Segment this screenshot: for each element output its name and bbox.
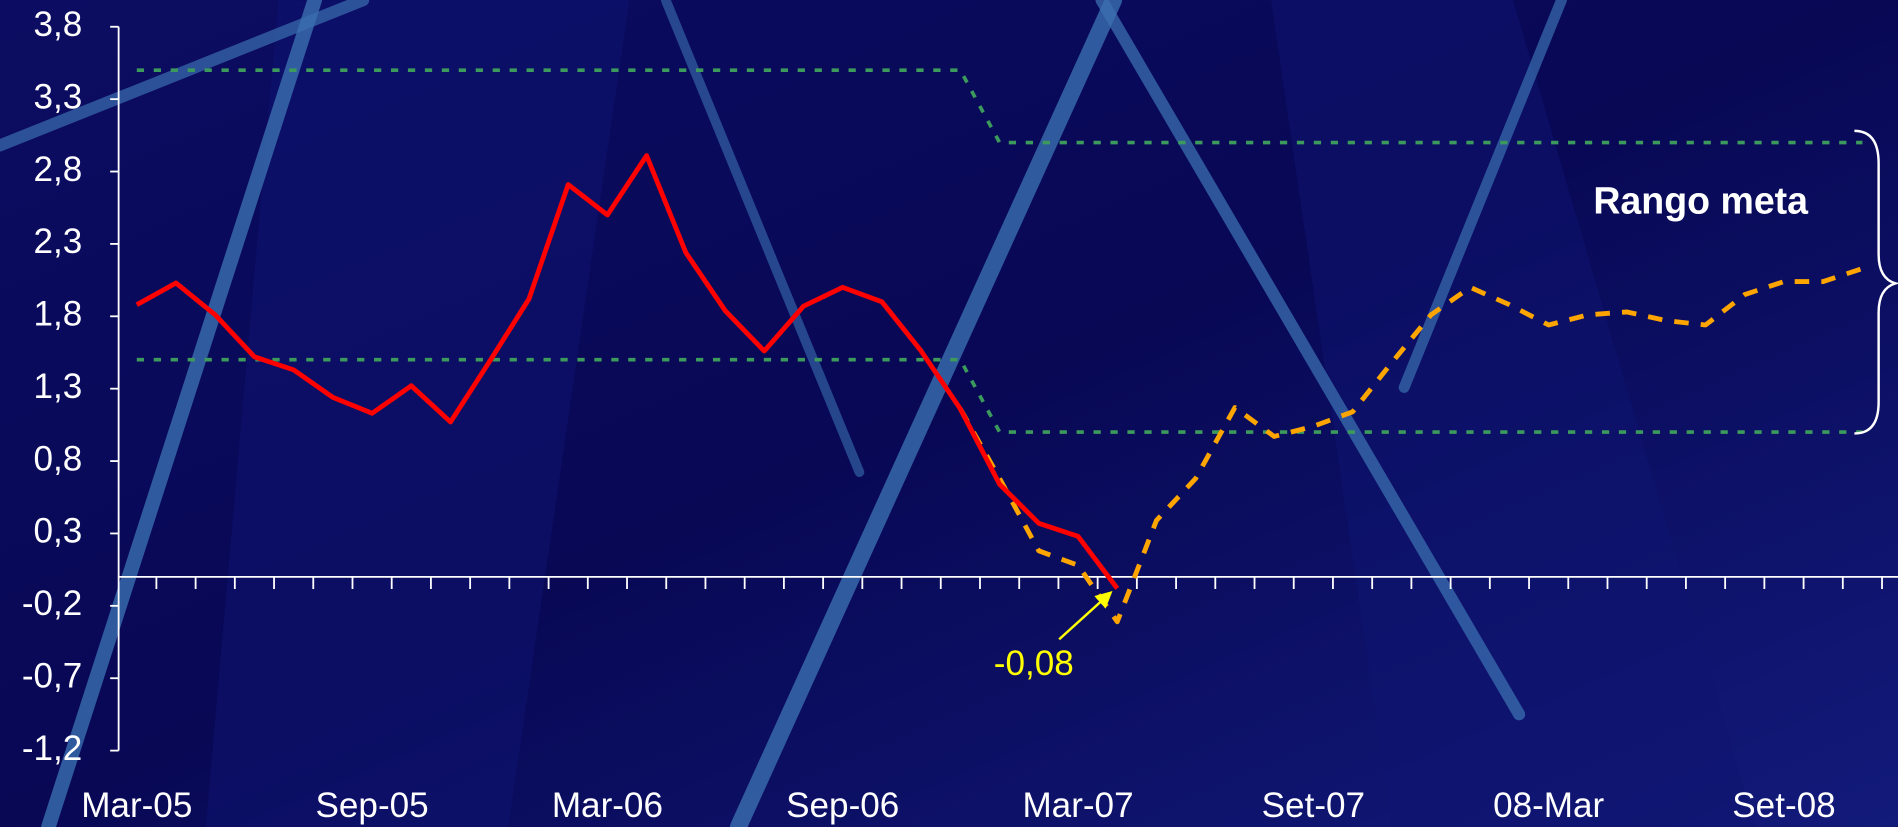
- y-tick-label: -0,7: [22, 656, 82, 695]
- y-tick-label: 3,8: [34, 5, 83, 44]
- data-label: -0,08: [994, 644, 1074, 683]
- x-tick-label: Mar-05: [81, 786, 192, 825]
- x-tick-label: Sep-06: [786, 786, 899, 825]
- x-tick-label: Sep-05: [316, 786, 429, 825]
- series-line: [135, 153, 1120, 590]
- y-tick-label: 3,3: [34, 77, 83, 116]
- x-tick-label: Mar-06: [552, 786, 663, 825]
- y-tick-label: 1,3: [34, 367, 83, 406]
- y-tick-label: -0,2: [22, 584, 82, 623]
- x-tick-label: Mar-07: [1022, 786, 1133, 825]
- series-line: [136, 68, 1863, 145]
- plot-area: -1,2 -0,7 -0,2 0,3 0,8 1,3 1,8 2,3 2,8 3,3 3,8 Mar-…: [22, 5, 1898, 825]
- label-arrow: [1058, 591, 1113, 641]
- x-tick-label: 08-Mar: [1493, 786, 1604, 825]
- y-tick-label: 0,3: [34, 512, 83, 551]
- y-tick-label: -1,2: [22, 729, 82, 768]
- annotation: Rango meta: [1593, 179, 1809, 221]
- y-tick-label: 2,8: [34, 150, 83, 189]
- range-brace: [1854, 129, 1898, 435]
- y-tick-label: 1,8: [34, 295, 83, 334]
- series-line: [958, 266, 1864, 625]
- y-tick-label: 2,3: [34, 222, 83, 261]
- series-line: [136, 357, 1863, 434]
- x-tick-label: Set-08: [1732, 786, 1835, 825]
- y-tick-label: 0,8: [34, 439, 83, 478]
- decoration: [0, 0, 1567, 827]
- x-tick-label: Set-07: [1262, 786, 1365, 825]
